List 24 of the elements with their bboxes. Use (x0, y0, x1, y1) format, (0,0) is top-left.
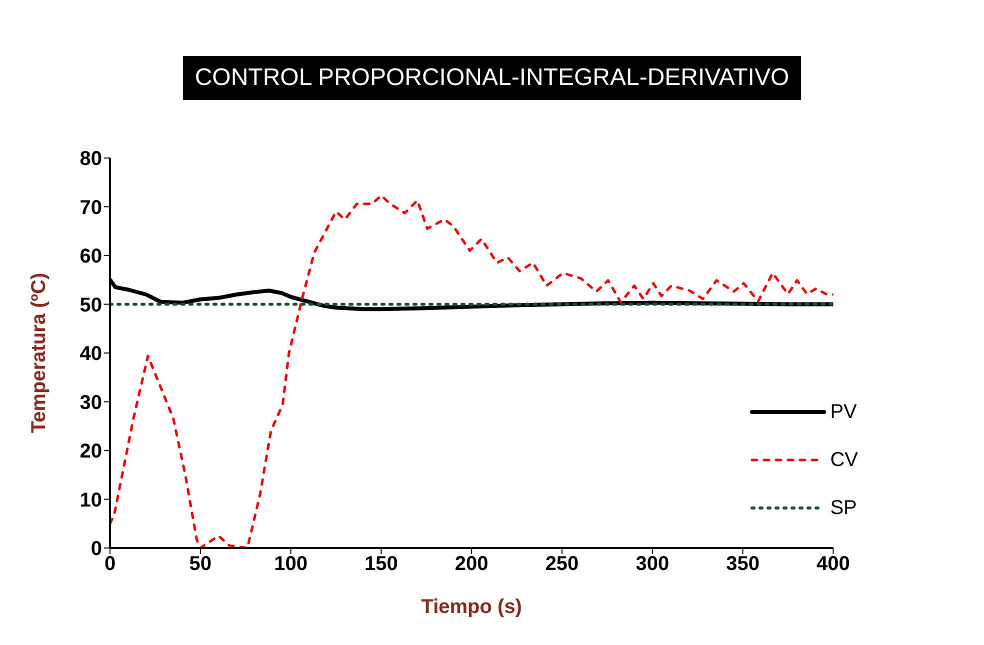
x-tick-label: 400 (816, 553, 850, 576)
legend-label: SP (830, 496, 857, 520)
y-tick-label: 60 (80, 246, 102, 268)
y-tick-label: 30 (80, 392, 102, 414)
y-tick-label: 50 (80, 294, 102, 316)
x-tick-label: 350 (726, 553, 760, 576)
x-tick-label: 50 (189, 553, 212, 576)
y-tick-label: 20 (80, 440, 102, 463)
x-tick-label: 150 (364, 553, 398, 576)
x-axis-title: Tiempo (s) (421, 596, 522, 618)
x-tick-label: 0 (104, 553, 116, 576)
x-tick-label: 250 (545, 553, 579, 576)
y-tick-label: 0 (90, 538, 102, 560)
chart-title: CONTROL PROPORCIONAL-INTEGRAL-DERIVATIVO (182, 56, 802, 100)
y-tick-label: 10 (80, 489, 102, 512)
y-tick-label: 80 (80, 148, 102, 170)
y-tick-label: 70 (80, 196, 102, 219)
x-tick-label: 300 (636, 553, 670, 576)
y-tick-label: 40 (80, 343, 102, 366)
legend-label: PV (830, 400, 857, 424)
x-tick-label: 100 (274, 553, 308, 576)
legend-label: CV (830, 448, 858, 472)
y-axis-title: Temperatura (ºC) (28, 272, 50, 434)
x-tick-label: 200 (454, 553, 488, 576)
